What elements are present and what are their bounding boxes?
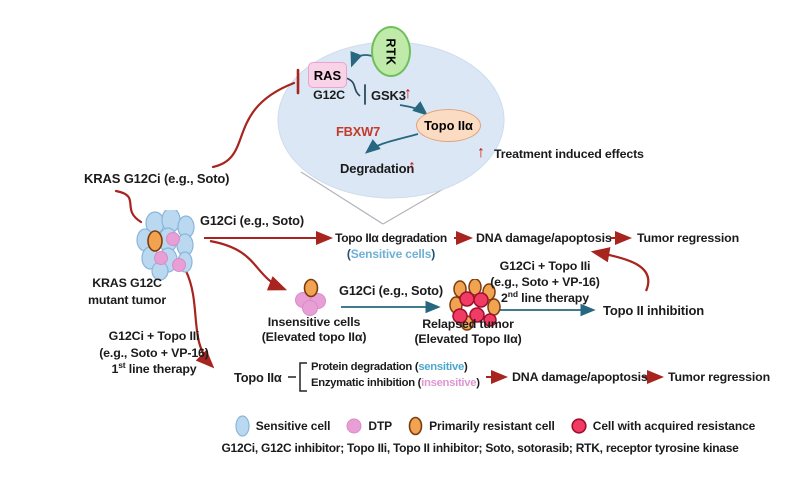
tumor-to-insensitive-curve: [209, 239, 288, 291]
insensitive-label: Insensitive cells: [267, 315, 361, 329]
topo2a-node: Topo IIα: [416, 109, 481, 142]
sensitive-cell-icon: [235, 415, 250, 437]
legend-item-dtp: DTP: [346, 418, 392, 434]
relapsed-tumor-cluster: [449, 279, 501, 331]
row1-dna-label: DNA damage/apoptosis: [476, 231, 612, 245]
relapsed-sublabel: (Elevated Topo IIα): [414, 332, 522, 346]
legend-item-resistant: Primarily resistant cell: [408, 416, 555, 436]
fbxw7-label: FBXW7: [336, 124, 381, 139]
g12ci-inhibits-ras-curve: [211, 81, 296, 169]
legend-item-sensitive: Sensitive cell: [235, 415, 331, 437]
tumor-to-combo-curve: [185, 270, 215, 369]
legend-label: DTP: [368, 419, 393, 433]
legend-label: Primarily resistant cell: [429, 419, 555, 433]
ras-label: RAS: [313, 67, 342, 83]
mutant-tumor-cluster: [136, 210, 195, 281]
gsk3-to-topo-arrow: [399, 101, 429, 116]
firstline-combo-block: G12Ci + Topo IIi (e.g., Soto + VP-16) 1s…: [84, 328, 224, 378]
resistant-cell: [303, 278, 319, 298]
row1-node1: Topo IIα degradation (Sensitive cells): [328, 230, 454, 261]
gsk3-up-arrow: ↑: [404, 85, 412, 102]
resistant-cell-icon: [408, 416, 423, 436]
secondline-combo-block: G12Ci + Topo IIi (e.g., Soto + VP-16) 2n…: [484, 258, 606, 306]
row3-regression-label: Tumor regression: [668, 370, 771, 384]
ras-node: RAS: [308, 62, 347, 88]
row1-regression-label: Tumor regression: [637, 231, 740, 245]
firstline-combo-line1: G12Ci + Topo IIi: [108, 329, 200, 343]
dtp-cell-icon: [346, 418, 362, 434]
insensitive-label-block: Insensitive cells (Elevated topo IIα): [253, 315, 375, 345]
abbreviation-footnote: G12Ci, G12C inhibitor; Topo IIi, Topo II…: [221, 441, 739, 455]
secondline-therapy-label: 2nd line therapy: [501, 288, 589, 305]
legend-item-acquired: Cell with acquired resistance: [571, 418, 756, 434]
relapsed-label-block: Relapsed tumor (Elevated Topo IIα): [406, 317, 530, 347]
row3-branch1: Protein degradation (sensitive): [311, 361, 468, 373]
relapsed-label: Relapsed tumor: [422, 317, 514, 331]
inhibition-to-dna-curve: [590, 247, 650, 292]
topo-to-degradation-arrow: [364, 133, 419, 154]
topo2a-label: Topo IIα: [424, 118, 473, 133]
tumor-label: KRAS G12C mutant tumor: [57, 275, 197, 308]
acquired-resistance-cell-icon: [571, 418, 587, 434]
rtk-node: RTK: [371, 26, 411, 77]
row2-arrow-label: G12Ci (e.g., Soto): [339, 283, 443, 298]
legend-label: Sensitive cell: [255, 419, 331, 433]
row1-node1-title: Topo IIα degradation: [335, 231, 447, 245]
row3-bracket: [299, 362, 307, 392]
row3-topo-label: Topo IIα: [234, 370, 282, 385]
legend: Sensitive cell DTP Primarily resistant c…: [195, 415, 795, 437]
insensitive-sublabel: (Elevated topo IIα): [261, 330, 367, 344]
row1-node1-subtitle: (Sensitive cells): [346, 246, 436, 261]
ras-inhibits-gsk3-curve: [345, 77, 361, 97]
firstline-combo-line2: (e.g., Soto + VP-16): [99, 345, 209, 360]
resistant-cell: [147, 230, 163, 252]
secondline-combo-line1: G12Ci + Topo IIi: [499, 259, 591, 273]
treatment-note-label: Treatment induced effects: [494, 147, 644, 161]
insensitive-cells-cluster: [295, 278, 326, 316]
degradation-label: Degradation: [340, 161, 415, 176]
row1-arrow-label: G12Ci (e.g., Soto): [200, 213, 304, 228]
treatment-note-up-arrow: ↑: [477, 144, 485, 161]
g12c-label: G12C: [313, 88, 345, 102]
tumor-label-line2: mutant tumor: [87, 292, 167, 307]
row3-branches: Protein degradation (sensitive) Enzymati…: [311, 359, 480, 391]
rtk-label: RTK: [383, 37, 398, 66]
legend-label: Cell with acquired resistance: [592, 419, 756, 433]
degradation-up-arrow: ↑: [408, 158, 416, 175]
secondline-combo-line2: (e.g., Soto + VP-16): [490, 275, 600, 289]
sensitive-cells: [136, 210, 195, 281]
acquired-resistance-cells: [452, 291, 497, 327]
row3-dna-label: DNA damage/apoptosis: [512, 370, 648, 384]
dtp-cells: [295, 292, 326, 316]
row3-branch2: Enzymatic inhibition (insensitive): [311, 377, 480, 389]
gsk3-label: GSK3: [371, 88, 406, 103]
firstline-therapy-label: 1st line therapy: [111, 359, 197, 376]
inhibitor-to-tumor-hook: [114, 189, 143, 224]
dtp-cells: [154, 232, 186, 272]
topo-inhibition-label: Topo II inhibition: [603, 303, 705, 318]
kras-inhibitor-label: KRAS G12Ci (e.g., Soto): [84, 171, 230, 186]
tumor-label-line1: KRAS G12C: [92, 276, 162, 290]
funnel-line-left: [300, 171, 384, 225]
